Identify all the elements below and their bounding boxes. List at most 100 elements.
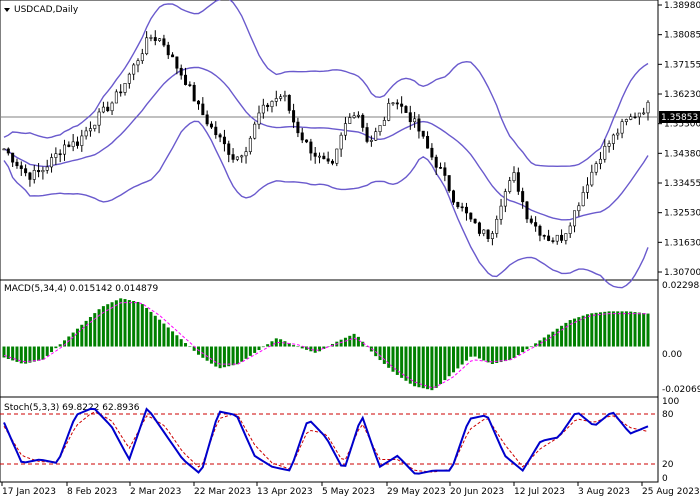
macd-bar [361,341,365,347]
macd-bar [218,346,222,369]
candle-body [88,128,92,132]
macd-histogram [2,298,650,391]
macd-bar [136,301,140,347]
price-tick-label: 1.38085 [664,31,700,41]
candle-body [404,106,408,113]
macd-bar [222,346,226,368]
candle-body [529,218,533,223]
date-label: 22 Mar 2023 [194,487,251,497]
macd-bar [127,300,131,347]
candle-body [369,139,373,142]
macd-bar [71,332,75,347]
macd-axis-bottom: -0.020691 [662,385,700,395]
macd-bar [153,315,157,347]
candle-body [503,191,507,207]
macd-bar [598,312,602,347]
date-label: 8 Feb 2023 [67,487,117,497]
price-panel[interactable] [0,0,659,281]
candle-body [166,44,170,56]
macd-bar [382,346,386,364]
macd-bar [516,346,520,356]
candle-body [257,112,261,125]
macd-bar [499,346,503,363]
macd-bar [356,336,360,347]
macd-bar [400,346,404,378]
candle-body [58,153,62,156]
date-label: 5 May 2023 [322,487,375,497]
macd-bar [63,340,67,347]
candle-body [482,229,486,234]
candle-body [616,132,620,136]
date-axis: 17 Jan 2023 8 Feb 2023 2 Mar 2023 22 Mar 20… [1,482,700,497]
price-tick-label: 1.31630 [664,238,700,248]
candle-body [322,155,326,160]
candle-body [127,73,131,84]
candle-body [84,130,88,137]
macd-bar [508,346,512,361]
macd-bar [235,346,239,365]
candle-body [352,115,356,118]
macd-bar [162,323,166,347]
candle-body [110,102,114,112]
macd-bar [395,346,399,375]
macd-bar [456,346,460,369]
macd-bar [205,346,209,361]
candle-body [15,161,19,167]
candle-body [244,151,248,157]
macd-bar [408,346,412,384]
candle-body [512,172,516,181]
macd-bar [430,346,434,391]
candle-body [188,84,192,86]
candle-body [209,123,213,128]
candle-body [201,103,205,116]
macd-bar [646,313,650,347]
macd-bar [490,346,494,364]
candle-body [629,116,633,120]
macd-bar [352,333,356,347]
macd-bar [434,346,438,388]
macd-bar [378,346,382,361]
candle-body [603,145,607,160]
date-label: 2 Mar 2023 [130,487,181,497]
macd-bar [525,346,529,350]
macd-bar [257,346,261,351]
candle-body [339,134,343,150]
date-label: 20 Jun 2023 [450,487,504,497]
macd-bar [469,346,473,357]
macd-bar [594,312,598,347]
candle-body [408,112,412,123]
macd-bar [50,346,54,353]
symbol-title: USDCAD,Daily [14,5,79,15]
macd-bar [551,331,555,347]
macd-bar [387,346,391,368]
macd-bar [642,313,646,347]
dropdown-arrow-icon[interactable] [4,8,10,12]
candle-body [534,222,538,227]
candle-body [590,171,594,186]
macd-bar [123,299,127,347]
macd-bar [270,341,274,347]
candle-body [19,165,23,169]
candle-body [343,123,347,136]
candle-body [452,190,456,203]
candle-body [162,38,166,46]
macd-bar [84,320,88,347]
macd-bar [542,337,546,347]
candle-body [646,101,650,114]
candle-body [75,141,79,146]
macd-bar [309,346,313,352]
price-tick-label: 1.30700 [664,268,700,278]
candle-body [421,130,425,137]
candle-body [495,218,499,234]
macd-bar [184,343,188,347]
candle-body [486,229,490,239]
macd-bar [305,346,309,350]
candle-body [32,170,36,180]
macd-bar [175,335,179,347]
candle-body [361,114,365,128]
macd-bar [248,346,252,356]
macd-bar [534,343,538,347]
macd-bar [620,311,624,347]
